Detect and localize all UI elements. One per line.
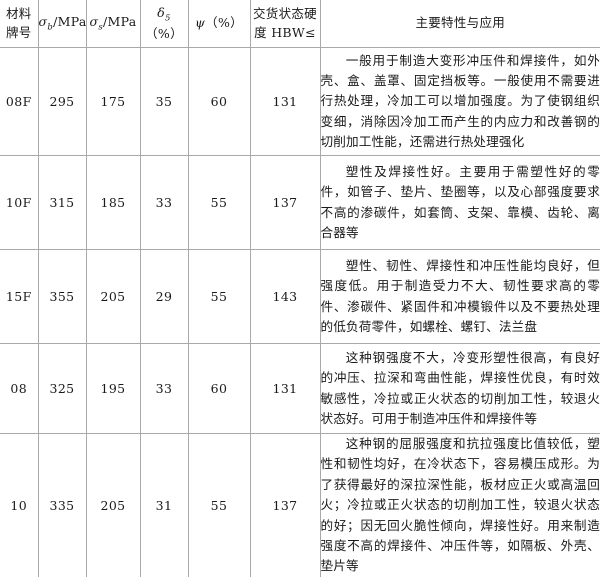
column-header-material-grade: 材料 牌号 [0, 0, 38, 48]
cell-elongation: 35 [140, 48, 188, 156]
cell-tensile: 335 [38, 434, 86, 577]
cell-elongation: 31 [140, 434, 188, 577]
column-header-reduction-of-area: ψ（%） [188, 0, 250, 48]
description-text: 一般用于制造大变形冲压件和焊接件，如外壳、盒、盖罩、固定挡板等。一般使用不需要进… [321, 51, 600, 153]
column-header-tensile-strength: σb/MPa [38, 0, 86, 48]
table-row: 15F 355 205 29 55 143 塑性、韧性、焊接性和冲压性能均良好，… [0, 250, 600, 344]
cell-description: 一般用于制造大变形冲压件和焊接件，如外壳、盒、盖罩、固定挡板等。一般使用不需要进… [320, 48, 600, 156]
cell-yield: 195 [86, 344, 140, 434]
description-text: 这种钢强度不大，冷变形塑性很高，有良好的冲压、拉深和弯曲性能，焊接性优良，有时效… [321, 348, 600, 430]
cell-yield: 185 [86, 156, 140, 250]
cell-reduction: 60 [188, 48, 250, 156]
cell-grade: 15F [0, 250, 38, 344]
table-row: 10F 315 185 33 55 137 塑性及焊接性好。主要用于需塑性好的零… [0, 156, 600, 250]
table-row: 10 335 205 31 55 137 这种钢的屈服强度和抗拉强度比值较低，塑… [0, 434, 600, 577]
cell-tensile: 295 [38, 48, 86, 156]
psi-symbol: ψ（%） [195, 15, 243, 30]
sigma-b-symbol: σb/MPa [39, 14, 87, 29]
cell-description: 这种钢强度不大，冷变形塑性很高，有良好的冲压、拉深和弯曲性能，焊接性优良，有时效… [320, 344, 600, 434]
cell-reduction: 55 [188, 250, 250, 344]
cell-yield: 205 [86, 434, 140, 577]
cell-grade: 08F [0, 48, 38, 156]
cell-hardness: 137 [250, 156, 320, 250]
cell-hardness: 137 [250, 434, 320, 577]
unit-mpa: /MPa [53, 14, 87, 29]
cell-tensile: 315 [38, 156, 86, 250]
cell-hardness: 131 [250, 344, 320, 434]
cell-hardness: 143 [250, 250, 320, 344]
description-text: 塑性及焊接性好。主要用于需塑性好的零件，如管子、垫片、垫圈等，以及心部强度要求不… [321, 162, 600, 244]
header-line-2: 牌号 [0, 24, 38, 42]
cell-description: 这种钢的屈服强度和抗拉强度比值较低，塑性和韧性均好，在冷状态下，容易模压成形。为… [320, 434, 600, 577]
sigma-s-symbol: σs/MPa [89, 14, 136, 29]
cell-hardness: 131 [250, 48, 320, 156]
cell-elongation: 33 [140, 344, 188, 434]
header-label: 主要特性与应用 [321, 14, 600, 32]
table-header: 材料 牌号 σb/MPa σs/MPa δ5（%） ψ（%） 交货状态硬 度 H [0, 0, 600, 48]
cell-reduction: 55 [188, 434, 250, 577]
table-row: 08 325 195 33 60 131 这种钢强度不大，冷变形塑性很高，有良好… [0, 344, 600, 434]
cell-yield: 175 [86, 48, 140, 156]
delta-5-symbol: δ5（%） [145, 5, 183, 41]
header-line-1: 交货状态硬 [251, 5, 320, 23]
column-header-yield-strength: σs/MPa [86, 0, 140, 48]
cell-description: 塑性、韧性、焊接性和冲压性能均良好，但强度低。用于制造受力不大、韧性要求高的零件… [320, 250, 600, 344]
subscript-5: 5 [165, 14, 171, 24]
cell-description: 塑性及焊接性好。主要用于需塑性好的零件，如管子、垫片、垫圈等，以及心部强度要求不… [320, 156, 600, 250]
table-body: 08F 295 175 35 60 131 一般用于制造大变形冲压件和焊接件，如… [0, 48, 600, 577]
cell-tensile: 355 [38, 250, 86, 344]
header-line-1: 材料 [0, 5, 38, 23]
description-text: 这种钢的屈服强度和抗拉强度比值较低，塑性和韧性均好，在冷状态下，容易模压成形。为… [321, 434, 600, 577]
cell-grade: 10F [0, 156, 38, 250]
unit-percent: （%） [145, 26, 183, 41]
cell-grade: 10 [0, 434, 38, 577]
cell-reduction: 60 [188, 344, 250, 434]
unit-mpa: /MPa [103, 14, 137, 29]
column-header-characteristics: 主要特性与应用 [320, 0, 600, 48]
cell-grade: 08 [0, 344, 38, 434]
cell-tensile: 325 [38, 344, 86, 434]
column-header-elongation: δ5（%） [140, 0, 188, 48]
header-row: 材料 牌号 σb/MPa σs/MPa δ5（%） ψ（%） 交货状态硬 度 H [0, 0, 600, 48]
cell-elongation: 29 [140, 250, 188, 344]
cell-elongation: 33 [140, 156, 188, 250]
description-text: 塑性、韧性、焊接性和冲压性能均良好，但强度低。用于制造受力不大、韧性要求高的零件… [321, 256, 600, 338]
header-line-2: 度 HBW≤ [251, 24, 320, 42]
cell-yield: 205 [86, 250, 140, 344]
cell-reduction: 55 [188, 156, 250, 250]
table-row: 08F 295 175 35 60 131 一般用于制造大变形冲压件和焊接件，如… [0, 48, 600, 156]
unit-percent: （%） [205, 15, 243, 30]
column-header-delivery-hardness: 交货状态硬 度 HBW≤ [250, 0, 320, 48]
steel-specification-sheet: 材料 牌号 σb/MPa σs/MPa δ5（%） ψ（%） 交货状态硬 度 H [0, 0, 600, 550]
